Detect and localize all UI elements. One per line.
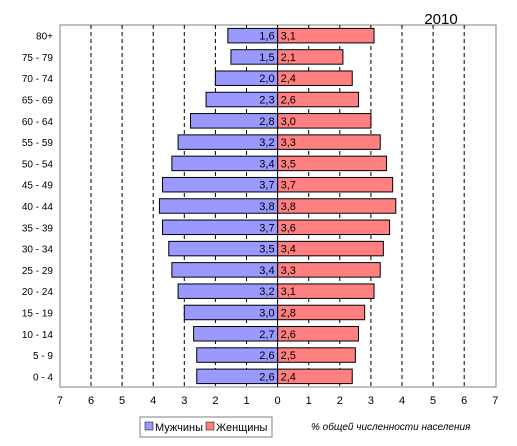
x-tick-label: 5 (119, 395, 125, 407)
data-label-female: 2,6 (281, 95, 296, 107)
chart-title: 2010 (424, 11, 457, 28)
age-group-label: 65 - 69 (22, 96, 54, 107)
age-group-label: 60 - 64 (22, 117, 54, 128)
age-group-label: 75 - 79 (22, 53, 54, 64)
age-group-label: 45 - 49 (22, 181, 54, 192)
age-group-label: 10 - 14 (22, 330, 54, 341)
x-tick-label: 1 (306, 395, 312, 407)
data-label-male: 3,7 (259, 222, 274, 234)
axis-unit-note: % общей численности населения (311, 421, 471, 433)
data-label-female: 2,5 (281, 350, 296, 362)
data-label-male: 2,6 (259, 350, 274, 362)
legend-label-male: Мужчины (155, 422, 203, 434)
x-tick-label: 7 (492, 395, 498, 407)
x-tick-label: 1 (243, 395, 249, 407)
data-label-male: 3,7 (259, 180, 274, 192)
data-label-female: 3,3 (281, 137, 296, 149)
age-group-label: 80+ (36, 32, 53, 43)
data-label-female: 2,1 (281, 52, 296, 64)
age-group-label: 5 - 9 (33, 351, 53, 362)
data-label-male: 3,2 (259, 286, 274, 298)
data-label-male: 3,8 (259, 201, 274, 213)
x-tick-label: 5 (430, 395, 436, 407)
legend-swatch-female (205, 421, 215, 431)
age-group-label: 20 - 24 (22, 287, 54, 298)
x-tick-label: 2 (337, 395, 343, 407)
x-tick-label: 0 (275, 395, 281, 407)
data-label-male: 2,0 (259, 73, 274, 85)
data-label-male: 2,8 (259, 116, 274, 128)
bars (158, 25, 397, 387)
age-group-labels: 0 - 4 5 - 9 10 - 14 15 - 19 20 - 24 25 - 29 30… (22, 32, 54, 384)
age-group-label: 40 - 44 (22, 202, 54, 213)
data-label-female: 3,1 (281, 31, 296, 43)
legend-swatch-male (144, 421, 154, 431)
data-label-female: 3,5 (281, 158, 296, 170)
data-labels: 2,6 2,4 2,6 2,5 2,7 2,6 3,0 2,8 3,2 3,1 3,4 3,3 3,5 3… (259, 31, 296, 384)
data-label-male: 3,2 (259, 137, 274, 149)
data-label-male: 2,3 (259, 95, 274, 107)
data-label-female: 3,4 (281, 244, 296, 256)
x-tick-label: 4 (150, 395, 156, 407)
age-group-label: 35 - 39 (22, 223, 54, 234)
age-group-label: 55 - 59 (22, 138, 54, 149)
legend: Мужчины Женщины (139, 416, 273, 438)
age-group-label: 0 - 4 (33, 372, 53, 383)
x-tick-label: 3 (181, 395, 187, 407)
data-label-male: 3,4 (259, 158, 274, 170)
data-label-female: 3,3 (281, 265, 296, 277)
data-label-female: 3,0 (281, 116, 296, 128)
legend-label-female: Женщины (216, 422, 267, 434)
data-label-female: 2,4 (281, 371, 296, 383)
data-label-male: 3,4 (259, 265, 274, 277)
data-label-male: 1,5 (259, 52, 274, 64)
data-label-female: 3,7 (281, 180, 296, 192)
age-group-label: 50 - 54 (22, 159, 54, 170)
age-group-label: 30 - 34 (22, 245, 54, 256)
x-tick-label: 3 (368, 395, 374, 407)
x-tick-label: 7 (57, 395, 63, 407)
x-tick-label: 4 (399, 395, 405, 407)
data-label-male: 1,6 (259, 31, 274, 43)
age-group-label: 25 - 29 (22, 266, 54, 277)
data-label-female: 3,1 (281, 286, 296, 298)
data-label-male: 2,6 (259, 371, 274, 383)
data-label-female: 2,8 (281, 307, 296, 319)
x-axis-tick-labels: 7 6 5 4 3 2 1 0 1 2 3 4 5 6 7 (57, 395, 499, 407)
data-label-male: 3,0 (259, 307, 274, 319)
x-tick-label: 6 (88, 395, 94, 407)
age-group-label: 15 - 19 (22, 308, 54, 319)
data-label-female: 2,4 (281, 73, 296, 85)
data-label-male: 2,7 (259, 329, 274, 341)
data-label-female: 3,6 (281, 222, 296, 234)
data-label-female: 3,8 (281, 201, 296, 213)
x-tick-label: 6 (461, 395, 467, 407)
age-group-label: 70 - 74 (22, 74, 54, 85)
data-label-male: 3,5 (259, 244, 274, 256)
data-label-female: 2,6 (281, 329, 296, 341)
x-tick-label: 2 (212, 395, 218, 407)
